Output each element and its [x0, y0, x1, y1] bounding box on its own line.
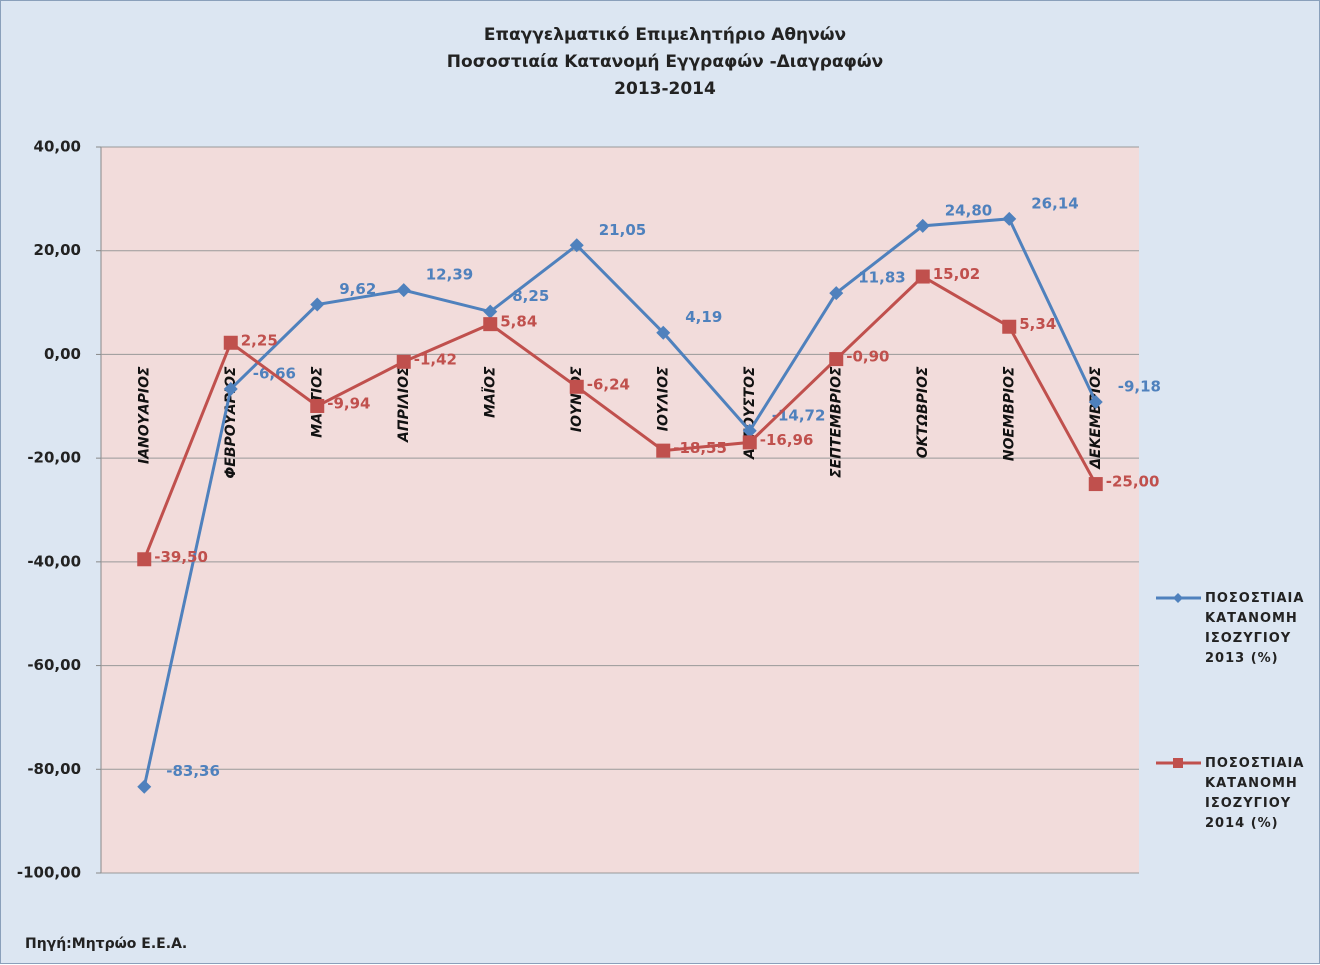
- data-label: -9,94: [327, 394, 370, 412]
- point-marker: [396, 283, 411, 298]
- data-label: 5,84: [500, 313, 537, 331]
- x-tick-label: ΙΟΥΛΙΟΣ: [655, 366, 671, 431]
- legend-marker: [1173, 758, 1183, 768]
- data-label: 21,05: [599, 221, 646, 239]
- point-marker: [1088, 477, 1103, 492]
- point-marker: [742, 423, 757, 438]
- point-marker: [223, 335, 238, 350]
- y-tick-label: -60,00: [27, 656, 81, 674]
- point-marker: [483, 304, 498, 319]
- y-tick-label: -80,00: [27, 760, 81, 778]
- x-tick-label: ΔΕΚΕΜΒΡΙΟΣ: [1088, 366, 1104, 470]
- data-label: -1,42: [414, 350, 457, 368]
- data-label: -25,00: [1106, 473, 1160, 491]
- data-label: 2,25: [241, 331, 278, 349]
- data-label: -0,90: [846, 348, 889, 366]
- y-tick-label: 40,00: [34, 138, 81, 156]
- point-marker: [310, 297, 325, 312]
- point-marker: [829, 286, 844, 301]
- chart-title: Ποσοστιαία Κατανομή Εγγραφών -Διαγραφών: [447, 52, 883, 72]
- x-tick-label: ΙΑΝΟΥΑΡΙΟΣ: [136, 366, 152, 464]
- point-marker: [137, 552, 152, 567]
- chart-title: Επαγγελματικό Επιμελητήριο Αθηνών: [484, 25, 846, 45]
- point-marker: [1002, 211, 1017, 226]
- point-marker: [915, 269, 930, 284]
- data-label: 5,34: [1019, 315, 1056, 333]
- x-tick-label: ΣΕΠΤΕΜΒΡΙΟΣ: [828, 366, 844, 478]
- point-marker: [1088, 395, 1103, 410]
- point-marker: [915, 218, 930, 233]
- data-label: -14,72: [772, 406, 826, 424]
- data-label: -16,96: [760, 431, 814, 449]
- x-tick-label: ΟΚΤΩΒΡΙΟΣ: [915, 366, 931, 458]
- data-label: -83,36: [166, 762, 220, 780]
- data-label: 26,14: [1031, 194, 1078, 212]
- y-tick-label: -40,00: [27, 552, 81, 570]
- point-marker: [829, 352, 844, 367]
- x-tick-label: ΦΕΒΡΟΥΑΡΙΟΣ: [223, 366, 239, 479]
- point-marker: [396, 354, 411, 369]
- legend-label: ΠΟΣΟΣΤΙΑΙΑ ΚΑΤΑΝΟΜΗ ΙΣΟΖΥΓΙΟΥ 2014 (%): [1205, 756, 1305, 831]
- data-label: 24,80: [945, 201, 992, 219]
- point-marker: [656, 443, 671, 458]
- data-label: 4,19: [685, 308, 722, 326]
- x-tick-label: ΝΟΕΜΒΡΙΟΣ: [1001, 366, 1017, 461]
- y-tick-label: -20,00: [27, 449, 81, 467]
- series-line: [142, 274, 1098, 560]
- point-marker: [223, 381, 238, 396]
- legend-marker: [1173, 593, 1183, 603]
- chart-title: 2013-2014: [614, 79, 716, 99]
- data-label: 8,25: [512, 287, 549, 305]
- x-tick-label: ΑΠΡΙΛΙΟΣ: [396, 366, 412, 443]
- point-marker: [1002, 319, 1017, 334]
- y-tick-label: -100,00: [17, 864, 81, 882]
- data-label: -18,55: [673, 439, 727, 457]
- data-label: 11,83: [858, 269, 905, 287]
- plot-area: [101, 147, 1139, 873]
- legend-label: ΠΟΣΟΣΤΙΑΙΑ ΚΑΤΑΝΟΜΗ ΙΣΟΖΥΓΙΟΥ 2013 (%): [1205, 591, 1305, 666]
- source-note: Πηγή:Μητρώο Ε.Ε.Α.: [25, 936, 187, 952]
- point-marker: [656, 325, 671, 340]
- series-line: [142, 217, 1098, 788]
- point-marker: [483, 317, 498, 332]
- data-label: 9,62: [339, 280, 376, 298]
- data-label: -6,24: [587, 375, 630, 393]
- point-marker: [569, 379, 584, 394]
- x-tick-label: ΜΑΪΟΣ: [481, 366, 498, 418]
- data-label: -9,18: [1118, 378, 1161, 396]
- x-tick-label: ΙΟΥΝΙΟΣ: [569, 366, 585, 432]
- data-label: -39,50: [154, 548, 208, 566]
- point-marker: [310, 398, 325, 413]
- y-tick-label: 0,00: [44, 345, 81, 363]
- point-marker: [137, 779, 152, 794]
- data-label: 12,39: [426, 266, 473, 284]
- point-marker: [742, 435, 757, 450]
- y-tick-label: 20,00: [34, 241, 81, 259]
- data-label: 15,02: [933, 265, 980, 283]
- point-marker: [569, 238, 584, 253]
